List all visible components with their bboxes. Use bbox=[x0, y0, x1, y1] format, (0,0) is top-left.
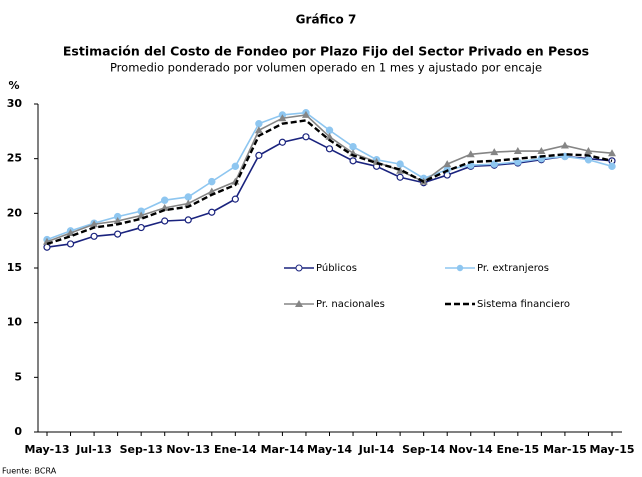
x-tick-label: May-15 bbox=[589, 443, 634, 456]
data-point bbox=[254, 126, 263, 134]
data-point bbox=[184, 216, 192, 224]
data-point bbox=[560, 141, 569, 149]
x-tick-label: Nov-13 bbox=[166, 443, 210, 456]
x-tick-label: Jul-13 bbox=[75, 443, 112, 456]
data-point bbox=[231, 162, 240, 171]
data-point bbox=[90, 220, 99, 228]
legend-label: Pr. nacionales bbox=[316, 299, 385, 310]
x-tick-label: Jul-14 bbox=[358, 443, 395, 456]
data-point bbox=[396, 173, 404, 181]
x-tick-label: Sep-14 bbox=[402, 443, 445, 456]
data-point bbox=[43, 243, 51, 251]
data-point bbox=[301, 110, 310, 118]
legend-label: Públicos bbox=[316, 262, 357, 274]
data-point bbox=[66, 240, 75, 248]
x-tick-label: Ene-14 bbox=[214, 443, 257, 456]
data-point bbox=[466, 150, 475, 158]
source: Fuente: BCRA bbox=[2, 467, 57, 476]
data-point bbox=[66, 229, 75, 237]
chart-subtitle: Promedio ponderado por volumen operado e… bbox=[110, 61, 542, 75]
data-point bbox=[325, 145, 334, 153]
data-point bbox=[137, 211, 146, 219]
x-tick-label: Mar-15 bbox=[543, 443, 587, 456]
series-line bbox=[46, 119, 613, 246]
legend-marker bbox=[456, 264, 464, 272]
y-tick-label: 10 bbox=[7, 316, 23, 329]
y-tick-label: 25 bbox=[7, 152, 22, 165]
data-point bbox=[302, 133, 310, 141]
y-tick-label: 30 bbox=[7, 97, 23, 110]
data-point bbox=[278, 114, 287, 122]
data-point bbox=[160, 203, 169, 211]
data-point bbox=[208, 177, 216, 186]
legend-marker bbox=[295, 300, 303, 307]
data-point bbox=[255, 119, 263, 128]
data-point bbox=[584, 147, 593, 155]
y-tick-label: 0 bbox=[14, 425, 22, 438]
data-point bbox=[114, 230, 122, 238]
data-point bbox=[349, 149, 358, 157]
data-point bbox=[608, 149, 616, 157]
y-tick-label: 5 bbox=[14, 370, 22, 383]
x-tick-label: Nov-14 bbox=[449, 443, 493, 456]
data-point bbox=[584, 156, 593, 164]
data-point bbox=[231, 195, 239, 203]
data-point bbox=[255, 151, 263, 159]
y-tick-label: 20 bbox=[7, 206, 23, 219]
data-point bbox=[325, 126, 334, 134]
data-point bbox=[161, 217, 169, 225]
data-point bbox=[278, 138, 287, 146]
data-point bbox=[349, 142, 357, 151]
x-tick-label: May-13 bbox=[24, 443, 69, 456]
data-point bbox=[349, 157, 357, 165]
legend-label: Pr. extranjeros bbox=[477, 263, 549, 274]
data-point bbox=[137, 223, 145, 232]
data-point bbox=[608, 162, 616, 171]
data-point bbox=[513, 147, 522, 155]
series-line bbox=[46, 135, 613, 249]
data-point bbox=[490, 148, 499, 156]
x-tick-label: Sep-13 bbox=[120, 443, 163, 456]
data-point bbox=[184, 193, 192, 201]
data-point bbox=[208, 208, 216, 216]
x-tick-label: Mar-14 bbox=[261, 443, 305, 456]
data-point bbox=[90, 232, 98, 240]
data-point bbox=[113, 216, 122, 224]
data-point bbox=[490, 160, 498, 168]
x-tick-label: May-14 bbox=[307, 443, 352, 456]
x-tick-label: Ene-15 bbox=[496, 443, 539, 456]
data-point bbox=[443, 160, 452, 168]
data-point bbox=[537, 147, 546, 155]
legend-label: Sistema financiero bbox=[477, 299, 570, 310]
y-tick-label: 15 bbox=[7, 261, 22, 274]
data-point bbox=[325, 132, 334, 140]
chart-label: Gráfico 7 bbox=[296, 13, 357, 27]
chart-title: Estimación del Costo de Fondeo por Plazo… bbox=[63, 44, 589, 59]
data-point bbox=[396, 160, 404, 168]
y-axis-label: % bbox=[8, 79, 19, 92]
data-point bbox=[161, 196, 169, 204]
legend-marker bbox=[295, 264, 303, 272]
